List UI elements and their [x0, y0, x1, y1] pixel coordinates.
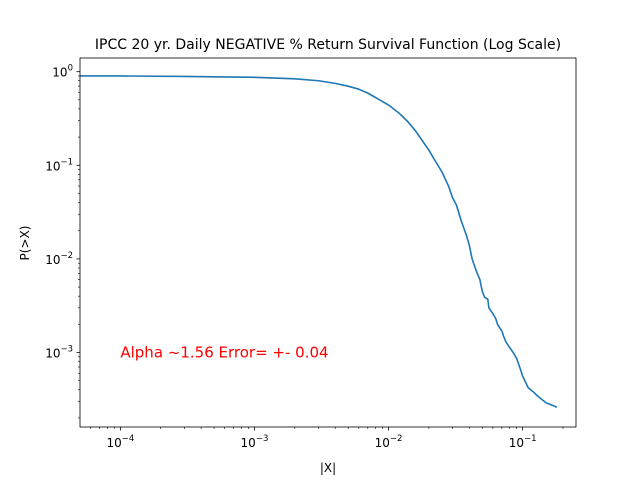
alpha-annotation: Alpha ~1.56 Error= +- 0.04: [120, 343, 328, 361]
y-tick-label: 100: [52, 64, 73, 80]
x-tick-label: 10−3: [241, 434, 269, 450]
x-tick-label: 10−4: [106, 434, 134, 450]
x-axis-label: |X|: [320, 461, 336, 475]
y-tick-label: 10−3: [45, 344, 73, 360]
plot-frame: [79, 57, 577, 428]
plot-area: 10−4 10−3 10−2 10−1 10−3 10−2 10−1 100 Alpha ~1.…: [45, 64, 564, 450]
y-tick-label: 10−2: [45, 251, 73, 267]
x-tick-label: 10−1: [509, 434, 537, 450]
x-tick-label: 10−2: [375, 434, 403, 450]
y-tick-label: 10−1: [45, 157, 73, 173]
survival-curve-line: [80, 75, 558, 408]
chart-title: IPCC 20 yr. Daily NEGATIVE % Return Surv…: [95, 37, 561, 53]
y-axis-label: P(>X): [18, 226, 32, 261]
